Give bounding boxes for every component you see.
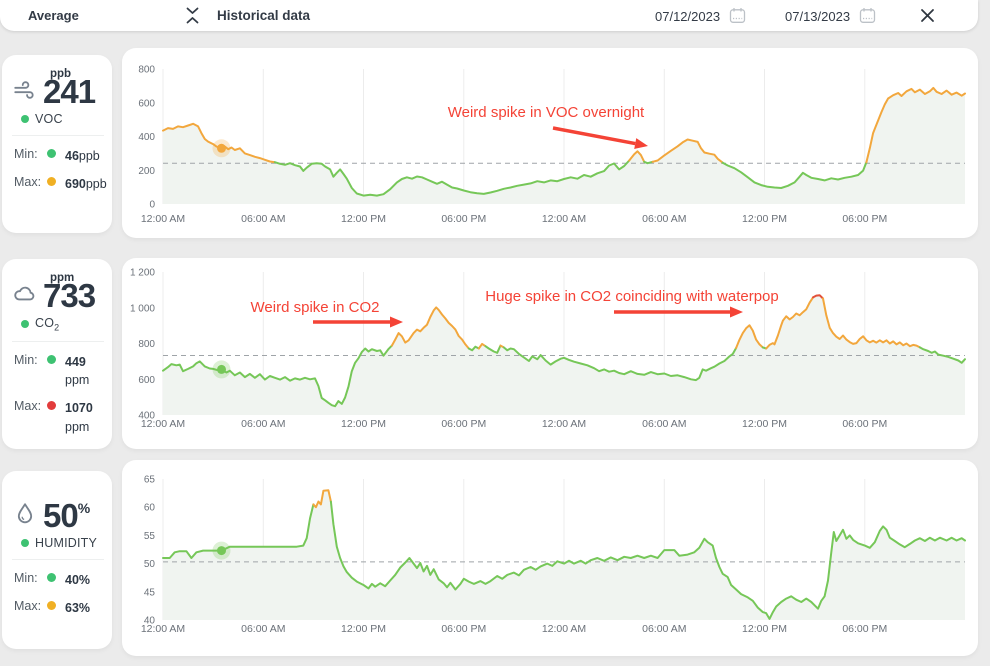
co2-value: 733 (43, 277, 96, 314)
voc-value: 241 (43, 73, 96, 110)
svg-text:12:00 AM: 12:00 AM (542, 418, 586, 430)
svg-text:12:00 PM: 12:00 PM (341, 418, 386, 430)
svg-text:12:00 AM: 12:00 AM (141, 213, 185, 225)
co2-min-dot (47, 355, 56, 365)
svg-text:06:00 AM: 06:00 AM (642, 213, 686, 225)
co2-min-row: Min: 449ppm (14, 353, 90, 388)
humidity-min-value: 40% (65, 572, 91, 587)
svg-text:06:00 AM: 06:00 AM (241, 623, 285, 635)
svg-text:06:00 PM: 06:00 PM (441, 623, 486, 635)
date-to-field[interactable]: 07/13/2023 (785, 9, 851, 24)
divider (12, 341, 104, 343)
svg-text:06:00 PM: 06:00 PM (842, 418, 887, 430)
average-label: Average (28, 8, 79, 23)
svg-text:12:00 AM: 12:00 AM (542, 623, 586, 635)
svg-text:800: 800 (138, 65, 155, 76)
voc-metric-card: ppb 241 VOC Min: 46ppb Max: 690ppb (2, 55, 112, 233)
svg-text:60: 60 (144, 503, 156, 514)
humidity-chart-card: 40 45 50 55 60 65 12:00 AM 06:00 AM 12:00 PM 06:0… (122, 460, 978, 656)
humidity-metric-card: 50% HUMIDITY Min: 40% Max: 63% (2, 471, 112, 649)
voc-max-value: 690 (65, 176, 86, 191)
voc-min-row: Min: 46ppb (2, 146, 112, 174)
svg-text:06:00 AM: 06:00 AM (241, 418, 285, 430)
co2-max-value: 1070 (65, 401, 93, 416)
co2-chart[interactable]: 400 600 800 1 000 1 200 12:00 AM 06:00 AM 12:00… (122, 258, 978, 449)
co2-metric-card: ppm 733 CO2 Min: 449ppm Max: 1070ppm (2, 259, 112, 449)
cloud-icon (12, 281, 43, 312)
voc-label: VOC (35, 111, 63, 126)
svg-text:0: 0 (149, 200, 155, 211)
svg-text:12:00 PM: 12:00 PM (341, 213, 386, 225)
svg-text:Huge spike in CO2 coinciding w: Huge spike in CO2 coinciding with waterp… (485, 288, 779, 305)
co2-min-value: 449 (65, 355, 86, 370)
svg-text:06:00 PM: 06:00 PM (842, 213, 887, 225)
humidity-label: HUMIDITY (35, 535, 98, 550)
calendar-from-icon[interactable] (729, 7, 746, 29)
svg-text:50: 50 (144, 559, 156, 570)
divider (12, 134, 104, 136)
svg-text:65: 65 (144, 475, 156, 486)
co2-max-dot (47, 401, 56, 411)
topbar: Average Historical data 07/12/2023 07/13… (0, 0, 978, 31)
humidity-min-dot (47, 572, 56, 582)
humidity-value: 50% (43, 497, 91, 534)
svg-text:Weird spike in VOC overnight: Weird spike in VOC overnight (448, 104, 645, 121)
svg-text:06:00 AM: 06:00 AM (241, 213, 285, 225)
svg-text:200: 200 (138, 166, 155, 177)
date-from-field[interactable]: 07/12/2023 (655, 9, 721, 24)
collapse-icon[interactable] (186, 7, 199, 29)
svg-text:40: 40 (144, 616, 156, 627)
svg-text:800: 800 (138, 339, 155, 350)
calendar-to-icon[interactable] (859, 7, 876, 29)
voc-max-row: Max: 690ppb (2, 174, 112, 202)
svg-text:06:00 PM: 06:00 PM (842, 623, 887, 635)
svg-text:45: 45 (144, 587, 156, 598)
humidity-max-value: 63% (65, 600, 91, 615)
co2-unit: ppm (50, 272, 75, 284)
humidity-chart[interactable]: 40 45 50 55 60 65 12:00 AM 06:00 AM 12:00 PM 06:0… (122, 460, 978, 656)
humidity-max-dot (47, 600, 56, 610)
svg-text:400: 400 (138, 132, 155, 143)
droplet-icon (12, 501, 43, 532)
svg-text:600: 600 (138, 98, 155, 109)
svg-text:12:00 PM: 12:00 PM (341, 623, 386, 635)
page-title: Historical data (217, 8, 311, 23)
voc-unit: ppb (50, 68, 72, 80)
voc-status-dot (21, 114, 29, 123)
svg-text:1 200: 1 200 (130, 268, 155, 279)
svg-text:12:00 PM: 12:00 PM (742, 623, 787, 635)
svg-text:12:00 PM: 12:00 PM (742, 418, 787, 430)
co2-max-row: Max: 1070ppm (14, 399, 93, 434)
divider (12, 558, 104, 560)
svg-text:12:00 AM: 12:00 AM (542, 213, 586, 225)
wind-icon (12, 77, 43, 108)
co2-chart-card: 400 600 800 1 000 1 200 12:00 AM 06:00 AM 12:00… (122, 258, 978, 449)
svg-text:600: 600 (138, 375, 155, 386)
svg-text:400: 400 (138, 411, 155, 422)
svg-text:12:00 PM: 12:00 PM (742, 213, 787, 225)
humidity-max-row: Max: 63% (2, 598, 112, 626)
svg-text:12:00 AM: 12:00 AM (141, 623, 185, 635)
svg-text:06:00 PM: 06:00 PM (441, 213, 486, 225)
svg-text:55: 55 (144, 531, 156, 542)
voc-chart[interactable]: 0 200 400 600 800 12:00 AM 06:00 AM 12:00 PM 06:… (122, 48, 978, 238)
voc-chart-card: 0 200 400 600 800 12:00 AM 06:00 AM 12:00 PM 06:… (122, 48, 978, 238)
svg-text:06:00 AM: 06:00 AM (642, 623, 686, 635)
close-icon[interactable] (920, 8, 935, 28)
svg-text:06:00 PM: 06:00 PM (441, 418, 486, 430)
svg-text:Weird spike in CO2: Weird spike in CO2 (251, 299, 380, 316)
co2-status-dot (21, 319, 29, 328)
voc-max-dot (47, 176, 56, 186)
svg-text:12:00 AM: 12:00 AM (141, 418, 185, 430)
voc-min-dot (47, 148, 56, 158)
humidity-min-row: Min: 40% (2, 570, 112, 598)
svg-text:06:00 AM: 06:00 AM (642, 418, 686, 430)
humidity-status-dot (21, 538, 29, 547)
voc-min-value: 46 (65, 148, 79, 163)
co2-label: CO2 (35, 315, 60, 333)
svg-text:1 000: 1 000 (130, 303, 155, 314)
